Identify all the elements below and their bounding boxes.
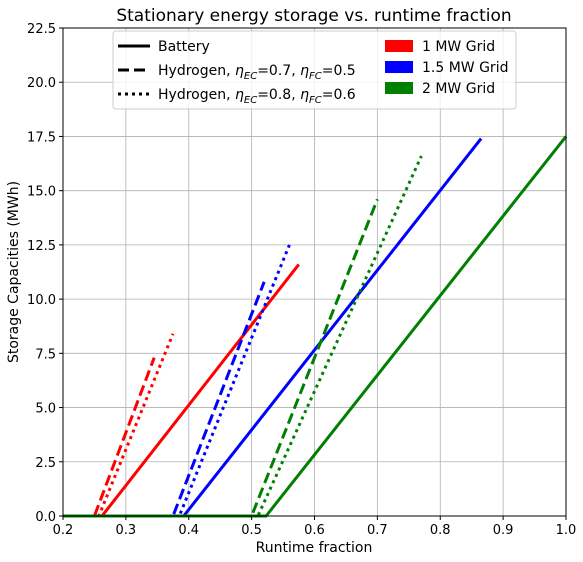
y-tick-label: 17.5	[27, 130, 56, 145]
legend-label-battery: Battery	[158, 39, 210, 55]
x-tick-label: 0.9	[493, 523, 514, 538]
y-tick-label: 22.5	[27, 22, 56, 37]
y-tick-label: 15.0	[27, 185, 56, 200]
y-tick-label: 20.0	[27, 76, 56, 91]
ticks: 0.2 0.3 0.4 0.5 0.6 0.7 0.8 0.9 1.0 0.0 2.5 5.0 7.5 1…	[27, 22, 576, 538]
eta-fc-symbol: η	[300, 63, 309, 79]
x-tick-label: 1.0	[556, 523, 577, 538]
x-tick-label: 0.8	[430, 523, 451, 538]
eta-ec-value: 0.7	[269, 63, 291, 79]
chart-title: Stationary energy storage vs. runtime fr…	[116, 6, 511, 26]
legend-hydrogen-1-prefix: Hydrogen,	[158, 63, 235, 79]
eta-fc-value: 0.5	[333, 63, 355, 79]
eta-fc-value: 0.6	[333, 87, 355, 103]
eta-fc-subscript: FC	[309, 71, 322, 82]
eta-equals: =	[257, 87, 269, 103]
y-tick-label: 12.5	[27, 239, 56, 254]
eta-fc-subscript: FC	[309, 95, 322, 106]
legend-label-1-5mw: 1.5 MW Grid	[422, 60, 508, 76]
legend: Battery Hydrogen, ηEC=0.7, ηFC=0.5 Hydro…	[112, 30, 517, 110]
eta-ec-value: 0.8	[269, 87, 291, 103]
y-axis-label: Storage Capacities (MWh)	[6, 181, 22, 363]
legend-frame	[112, 30, 517, 110]
y-tick-label: 2.5	[35, 456, 56, 471]
eta-ec-subscript: EC	[244, 71, 257, 82]
legend-swatch-2mw	[385, 82, 413, 94]
eta-equals: =	[257, 63, 269, 79]
x-tick-label: 0.6	[304, 523, 325, 538]
legend-label-1mw: 1 MW Grid	[422, 39, 495, 55]
y-tick-label: 0.0	[35, 510, 56, 525]
legend-label-2mw: 2 MW Grid	[422, 81, 495, 97]
eta-ec-subscript: EC	[244, 95, 257, 106]
legend-label-hydrogen-1: Hydrogen, ηEC=0.7, ηFC=0.5	[158, 63, 356, 82]
legend-hydrogen-2-prefix: Hydrogen,	[158, 87, 235, 103]
x-tick-label: 0.5	[241, 523, 262, 538]
x-tick-label: 0.2	[53, 523, 74, 538]
legend-sep: ,	[291, 87, 300, 103]
legend-swatch-1-5mw	[385, 61, 413, 73]
x-axis-label: Runtime fraction	[256, 540, 373, 556]
x-tick-label: 0.7	[367, 523, 388, 538]
legend-label-hydrogen-2: Hydrogen, ηEC=0.8, ηFC=0.6	[158, 87, 356, 106]
legend-swatch-1mw	[385, 40, 413, 52]
eta-equals: =	[322, 63, 334, 79]
eta-equals: =	[322, 87, 334, 103]
x-tick-label: 0.4	[178, 523, 199, 538]
eta-fc-symbol: η	[300, 87, 309, 103]
x-tick-label: 0.3	[116, 523, 137, 538]
y-tick-label: 10.0	[27, 293, 56, 308]
y-tick-label: 5.0	[35, 402, 56, 417]
y-tick-label: 7.5	[35, 347, 56, 362]
eta-ec-symbol: η	[235, 63, 244, 79]
eta-ec-symbol: η	[235, 87, 244, 103]
legend-sep: ,	[291, 63, 300, 79]
